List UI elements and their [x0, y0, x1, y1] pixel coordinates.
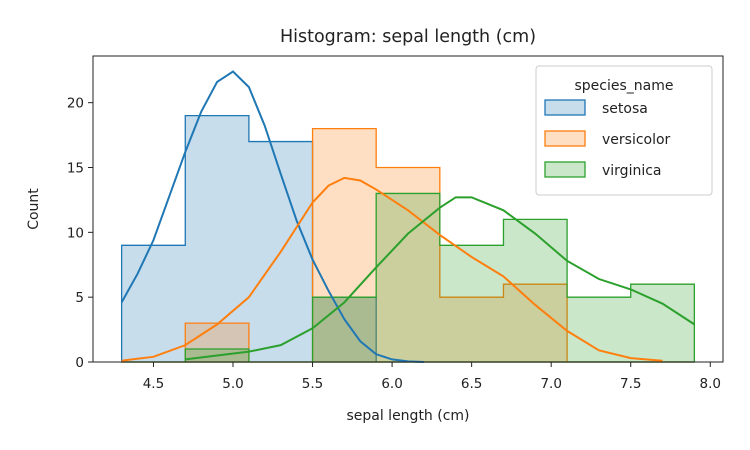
- y-tick-label: 5: [75, 290, 84, 306]
- chart-title: Histogram: sepal length (cm): [280, 27, 536, 47]
- kde-curve-virginica: [185, 196, 695, 361]
- axes-frame: [92, 55, 724, 363]
- y-axis-label: Count: [26, 188, 42, 230]
- legend-swatch-virginica: [544, 161, 586, 178]
- x-tick-label: 5.5: [302, 376, 323, 392]
- x-tick-label: 6.0: [381, 376, 402, 392]
- legend-box: [535, 65, 713, 196]
- x-axis-label: sepal length (cm): [346, 408, 469, 424]
- x-tick-label: 6.5: [461, 376, 482, 392]
- legend: species_name setosa versicolor virginica: [535, 65, 713, 196]
- legend-label-setosa: setosa: [602, 101, 648, 117]
- kde-curve-versicolor: [121, 176, 663, 362]
- legend-label-versicolor: versicolor: [602, 132, 671, 148]
- y-tick-label: 20: [67, 96, 84, 112]
- y-tick-label: 15: [67, 161, 84, 177]
- legend-title: species_name: [575, 78, 674, 94]
- y-axis-ticks: 0 5 10 15 20: [67, 96, 93, 371]
- legend-label-virginica: virginica: [602, 163, 662, 179]
- x-axis-ticks: 4.5 5.0 5.5 6.0 6.5 7.0 7.5 8.0: [143, 362, 721, 392]
- kde-curve-setosa: [120, 70, 424, 363]
- x-tick-label: 8.0: [700, 376, 721, 392]
- x-tick-label: 7.0: [540, 376, 561, 392]
- x-tick-label: 7.5: [620, 376, 641, 392]
- plot-area: [120, 70, 696, 363]
- y-tick-label: 0: [75, 355, 84, 371]
- x-tick-label: 5.0: [222, 376, 243, 392]
- y-tick-label: 10: [67, 225, 84, 241]
- legend-swatch-versicolor: [544, 130, 586, 147]
- legend-swatch-setosa: [544, 99, 586, 116]
- x-tick-label: 4.5: [143, 376, 164, 392]
